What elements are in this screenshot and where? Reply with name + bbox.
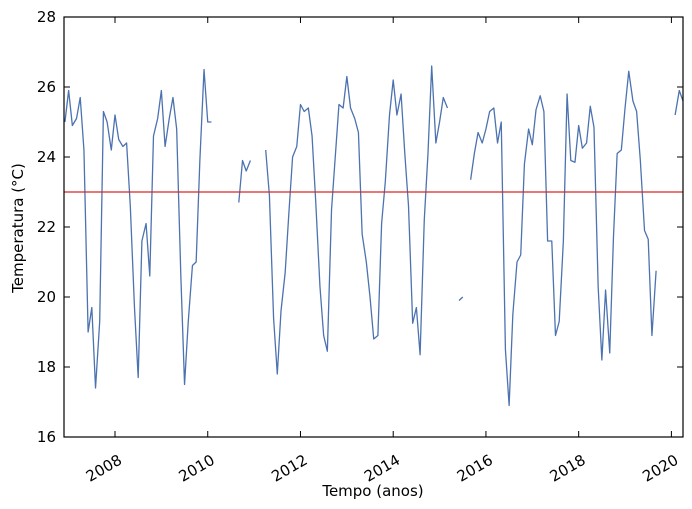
x-tick-label: 2014 — [361, 451, 403, 486]
x-axis: 2008 2010 2012 2014 2016 2018 2020 — [83, 17, 681, 486]
y-axis-title: Temperatura (°C) — [9, 163, 27, 294]
series-line-segment-4 — [469, 70, 657, 407]
y-tick-label: 24 — [37, 148, 56, 166]
series-line-segment-2 — [265, 65, 449, 375]
series-line-segment-0 — [64, 68, 212, 389]
y-tick-label: 22 — [37, 218, 56, 236]
series-line-segment-1 — [238, 159, 252, 203]
y-axis: 16 18 20 22 24 26 28 — [37, 8, 683, 446]
y-tick-label: 28 — [37, 8, 56, 26]
y-tick-label: 16 — [37, 428, 56, 446]
y-tick-label: 18 — [37, 358, 56, 376]
x-tick-label: 2008 — [83, 451, 125, 486]
plot-area — [63, 16, 684, 438]
x-tick-label: 2010 — [176, 451, 218, 486]
y-tick-label: 20 — [37, 288, 56, 306]
series-line-segment-5 — [674, 89, 684, 116]
x-tick-label: 2016 — [454, 451, 496, 486]
x-tick-label: 2020 — [639, 451, 681, 486]
x-tick-label: 2012 — [268, 451, 310, 486]
plot-frame — [63, 16, 684, 438]
y-tick-label: 26 — [37, 78, 56, 96]
x-axis-title: Tempo (anos) — [321, 482, 423, 500]
series-line-segment-3 — [458, 296, 464, 301]
x-tick-label: 2018 — [547, 451, 589, 486]
